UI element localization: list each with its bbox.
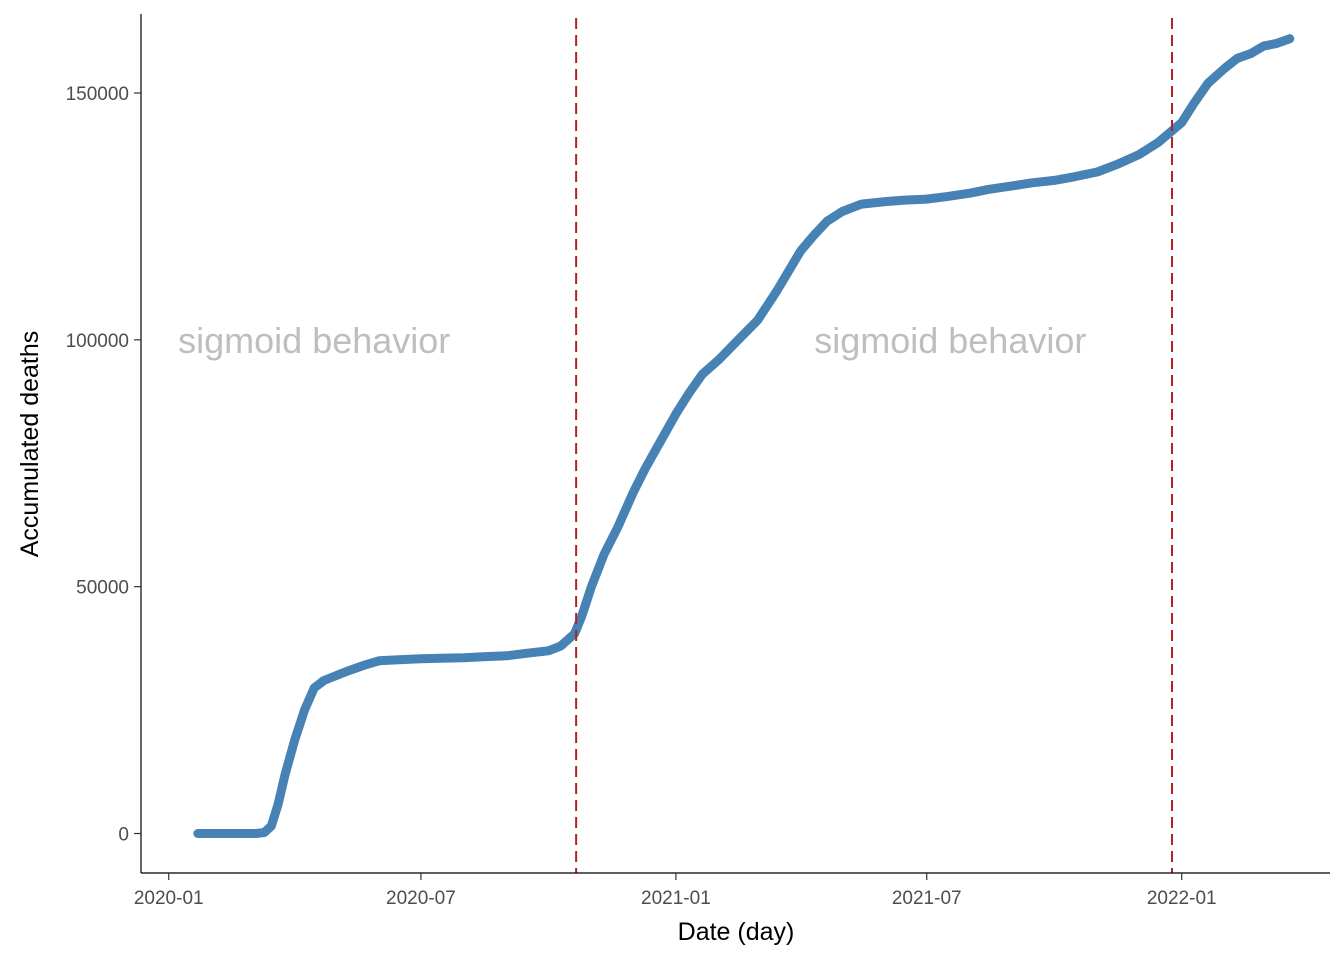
annotations-layer: sigmoid behavior sigmoid behavior bbox=[178, 320, 1086, 361]
y-ticks-layer: 0 50000 100000 150000 bbox=[66, 84, 141, 846]
annotation-sigmoid-behavior-1: sigmoid behavior bbox=[178, 320, 450, 361]
y-tick-label-3: 100000 bbox=[66, 331, 129, 352]
y-tick-label-1: 0 bbox=[118, 825, 129, 846]
x-tick-label-2: 2020-07 bbox=[386, 888, 456, 909]
x-axis-title: Date (day) bbox=[678, 918, 795, 946]
series-line-accumulated-deaths bbox=[193, 34, 1295, 838]
x-tick-label-1: 2020-01 bbox=[134, 888, 204, 909]
y-axis-title: Accumulated deaths bbox=[16, 331, 44, 558]
reference-lines-layer bbox=[575, 18, 1174, 873]
x-ticks-layer: 2020-01 2020-07 2021-01 2021-07 2022-01 bbox=[134, 873, 1217, 909]
axes-layer bbox=[140, 14, 1330, 874]
y-tick-label-2: 50000 bbox=[76, 578, 129, 599]
series-layer bbox=[193, 34, 1295, 838]
y-tick-label-4: 150000 bbox=[66, 84, 129, 105]
x-tick-label-4: 2021-07 bbox=[892, 888, 962, 909]
annotation-sigmoid-behavior-2: sigmoid behavior bbox=[814, 320, 1086, 361]
x-tick-label-3: 2021-01 bbox=[641, 888, 711, 909]
x-tick-label-5: 2022-01 bbox=[1147, 888, 1217, 909]
